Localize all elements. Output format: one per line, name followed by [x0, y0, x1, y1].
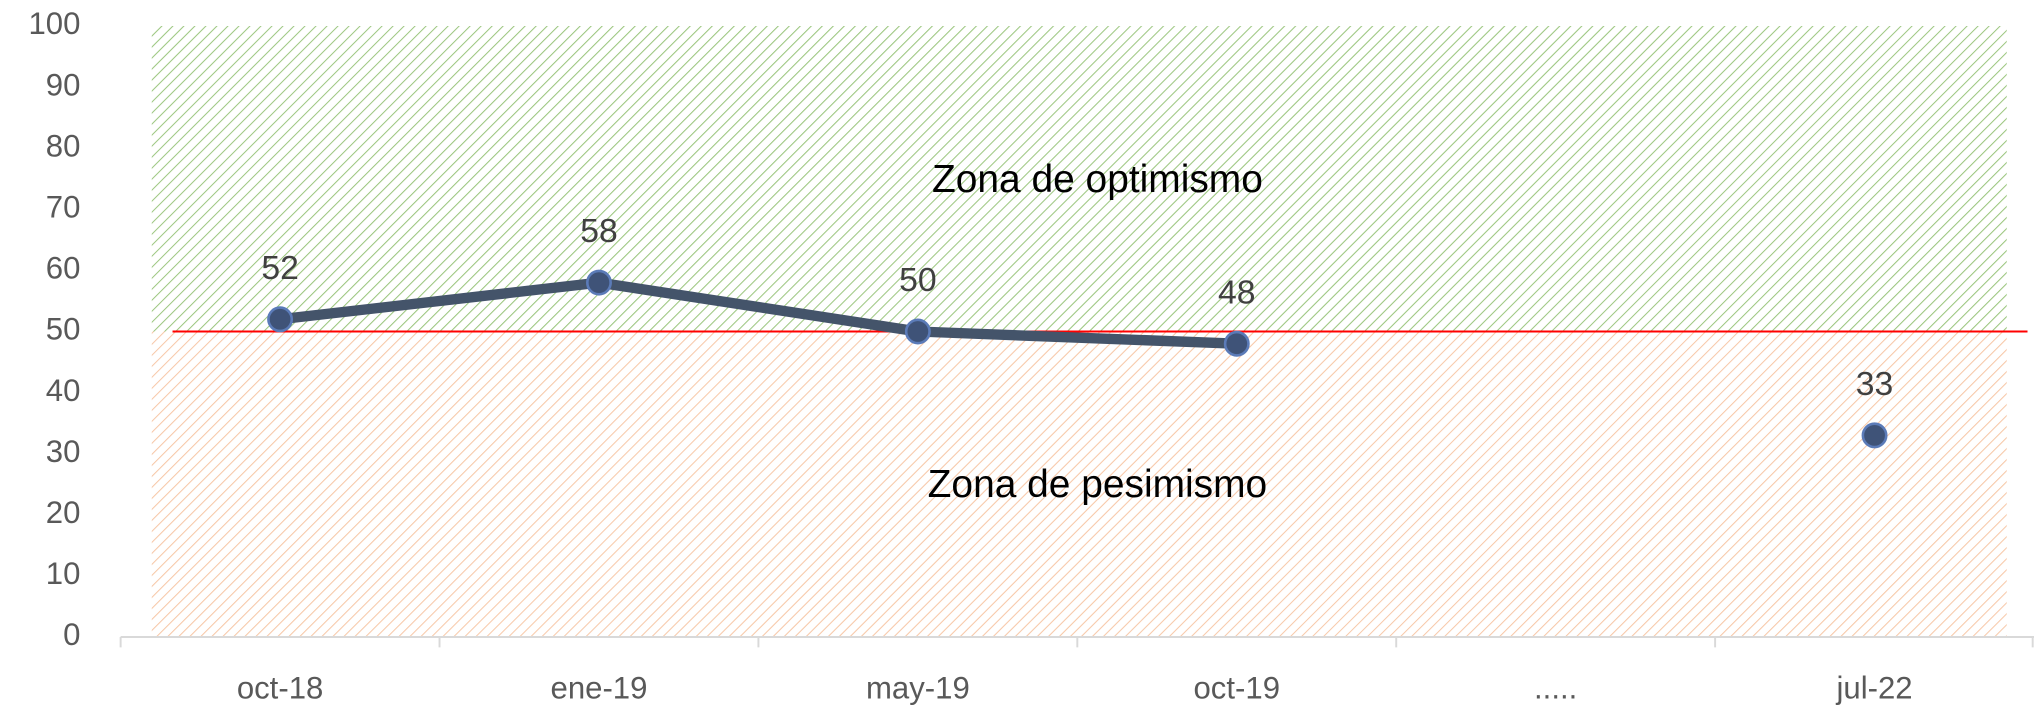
y-tick-label: 70 [46, 190, 81, 225]
point [1861, 422, 1888, 449]
x-tick-label: jul-22 [1835, 670, 1912, 705]
point [904, 318, 931, 345]
y-tick-label: 60 [46, 251, 81, 286]
optimism-zone [151, 26, 2007, 332]
data-label: 48 [1218, 273, 1256, 311]
x-tick-label: oct-19 [1194, 670, 1281, 705]
y-tick-label: 80 [46, 128, 81, 163]
x-tick-label: ..... [1534, 670, 1577, 705]
y-tick-label: 30 [46, 434, 81, 469]
data-label: 52 [261, 249, 299, 287]
data-label: 33 [1856, 365, 1894, 403]
x-tick-label: oct-18 [237, 670, 324, 705]
zones [151, 26, 2007, 637]
zone-label: Zona de optimismo [932, 158, 1263, 201]
zone-label: Zona de pesimismo [928, 463, 1268, 506]
y-tick-label: 100 [28, 6, 80, 41]
y-tick-label: 40 [46, 373, 81, 408]
point [1223, 330, 1250, 357]
point [267, 306, 294, 333]
x-tick-label: may-19 [866, 670, 970, 705]
y-tick-label: 50 [46, 312, 81, 347]
y-tick-label: 0 [63, 617, 80, 652]
pessimism-zone [151, 331, 2007, 637]
y-tick-label: 20 [46, 495, 81, 530]
data-label: 50 [899, 261, 937, 299]
y-tick-label: 10 [46, 556, 81, 591]
y-tick-label: 90 [46, 67, 81, 102]
x-tick-label: ene-19 [551, 670, 648, 705]
data-label: 58 [580, 212, 618, 250]
point [586, 269, 612, 296]
